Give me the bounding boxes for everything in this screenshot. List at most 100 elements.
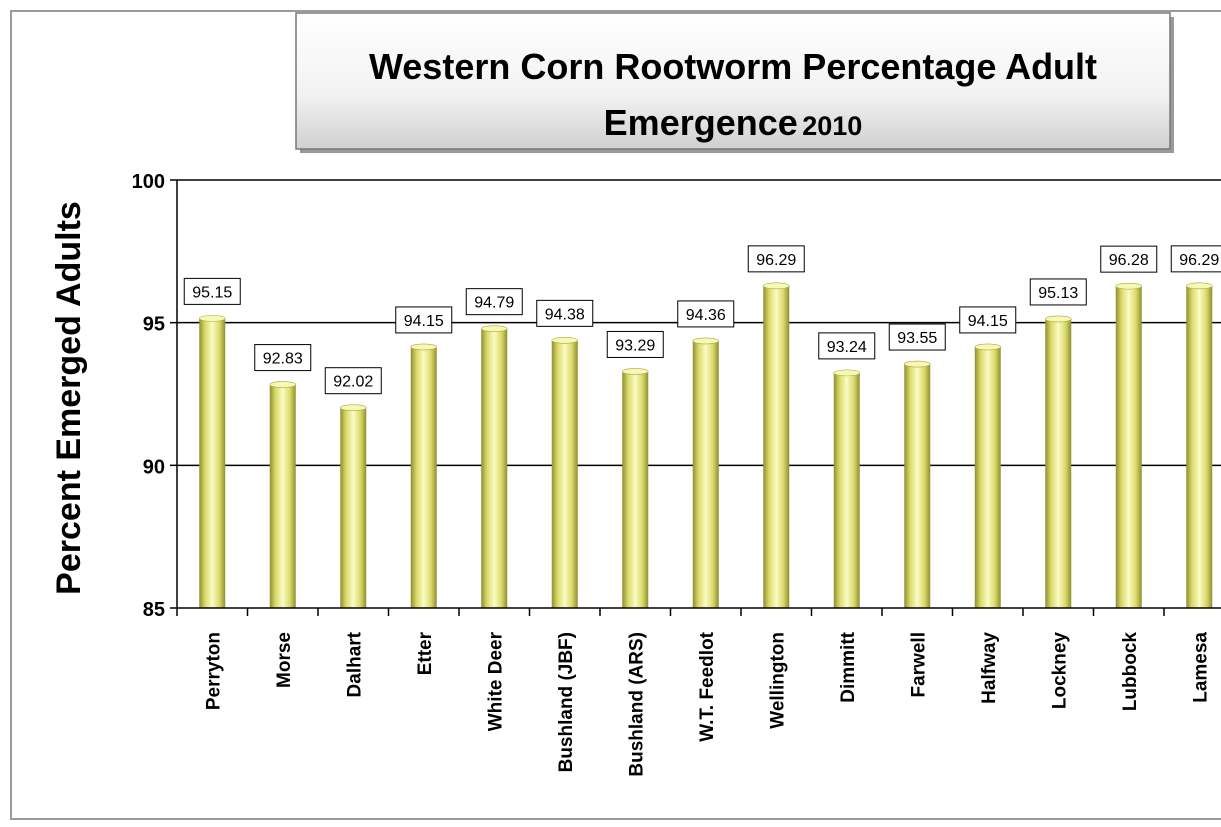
data-label-text: 94.15 (404, 313, 444, 330)
data-label-text: 95.15 (192, 284, 232, 301)
data-label: 96.29 (747, 245, 805, 273)
data-label-text: 96.29 (1179, 252, 1219, 269)
bar-top (762, 282, 790, 290)
bar-body (199, 318, 226, 608)
x-tick-label: Bushland (JBF) (556, 632, 577, 772)
data-label-text: 93.55 (897, 330, 937, 347)
y-tick-label: 90 (143, 456, 165, 478)
bar-body (974, 346, 1001, 608)
data-label-box (254, 344, 312, 372)
bar-body (551, 340, 578, 608)
x-tick-labels: Perryton Morse Dalhart Etter White Deer Bushl… (203, 631, 1211, 776)
data-label-box (1170, 245, 1221, 273)
data-label: 94.79 (465, 288, 523, 316)
data-label: 93.55 (888, 323, 946, 351)
bar (551, 337, 579, 608)
bar (198, 315, 226, 608)
data-label-text: 94.38 (545, 306, 585, 323)
data-label: 93.24 (818, 332, 876, 360)
bar (480, 325, 508, 608)
x-tick-label: Morse (274, 632, 295, 688)
bar-body (269, 384, 296, 608)
bar (410, 343, 438, 608)
x-tick-label: Dalhart (344, 631, 365, 697)
chart-title: Western Corn Rootworm Percentage Adult (369, 46, 1097, 87)
data-label-box (465, 288, 523, 316)
bar-top (903, 360, 931, 368)
data-label-box (183, 277, 241, 305)
data-label-text: 94.15 (968, 313, 1008, 330)
data-label-text: 94.79 (474, 295, 514, 312)
data-label-box (1100, 245, 1158, 273)
bar (903, 360, 931, 608)
data-label: 94.15 (959, 306, 1017, 334)
bar (833, 369, 861, 608)
data-label-text: 95.13 (1038, 285, 1078, 302)
x-tick-label: Lockney (1049, 632, 1070, 710)
x-tick-label: Wellington (767, 632, 788, 729)
x-tick-label: Etter (415, 631, 436, 675)
data-label: 96.29 (1170, 245, 1221, 273)
bar-body (833, 372, 860, 608)
bar-body (410, 346, 437, 608)
data-label-box (606, 330, 664, 358)
bar-body (1186, 285, 1213, 608)
bar (269, 381, 297, 608)
bar-top (480, 325, 508, 332)
data-label-box (747, 245, 805, 273)
y-tick-labels: 85 90 95 100 (132, 171, 165, 621)
bar (692, 337, 720, 608)
data-label: 94.38 (536, 299, 594, 327)
bar-body (481, 328, 508, 608)
data-label: 95.15 (183, 277, 241, 305)
data-label: 94.36 (677, 300, 735, 328)
chart-title-line2: Emergence 2010 (604, 102, 863, 143)
bar (762, 282, 790, 608)
chart-title-year-text: 2010 (802, 111, 862, 141)
bar-top (339, 404, 367, 411)
x-tick-label: Perryton (203, 632, 224, 710)
y-tick-label: 95 (143, 314, 165, 336)
bar-top (692, 337, 720, 345)
bars (198, 282, 1213, 608)
bar (1185, 282, 1213, 608)
data-label-box (818, 332, 876, 360)
data-label-text: 93.24 (827, 339, 867, 356)
bar (339, 404, 367, 608)
y-axis-title: Percent Emerged Adults (50, 201, 88, 595)
data-label: 93.29 (606, 330, 664, 358)
bar-body (904, 364, 931, 608)
bar (1115, 282, 1143, 608)
bar (1044, 315, 1072, 608)
chart-title-emergence: Emergence (604, 102, 798, 143)
data-label: 92.02 (324, 367, 382, 395)
x-tick-label: Lubbock (1120, 632, 1141, 712)
title-box: Western Corn Rootworm Percentage Adult E… (295, 12, 1174, 153)
data-label-box (395, 306, 453, 334)
bar-body (340, 407, 367, 608)
data-label: 92.83 (254, 344, 312, 372)
bar-body (622, 371, 649, 608)
bar-body (1115, 286, 1142, 608)
bar-body (1045, 318, 1072, 608)
data-label-box (324, 367, 382, 395)
bar-top (410, 343, 438, 351)
x-tick-label: White Deer (485, 631, 506, 731)
data-label: 95.13 (1029, 278, 1087, 306)
data-label: 94.15 (395, 306, 453, 334)
x-tick-label: Dimmitt (838, 631, 859, 702)
y-tick-label: 85 (143, 599, 165, 621)
data-label-box (1029, 278, 1087, 306)
data-label-box (536, 299, 594, 327)
bar-top (1185, 282, 1213, 290)
bar (974, 343, 1002, 608)
bar (621, 368, 649, 608)
data-labels: 95.15 92.83 92.02 94.15 94.79 94.38 93.29 94.36… (183, 245, 1221, 395)
axes (170, 179, 1221, 616)
data-label: 96.28 (1100, 245, 1158, 273)
y-tick-label: 100 (132, 171, 165, 193)
data-label-text: 92.02 (333, 374, 373, 391)
bar-top (974, 343, 1002, 351)
x-tick-label: Farwell (908, 632, 929, 697)
